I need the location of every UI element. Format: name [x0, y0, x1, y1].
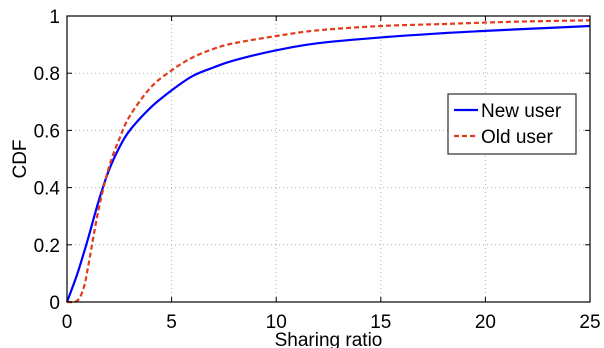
legend-label: New user	[481, 101, 562, 122]
x-tick-label: 5	[166, 312, 177, 333]
y-tick-label: 0.2	[34, 236, 60, 257]
x-tick-labels: 0 5 10 15 20 25	[62, 312, 601, 333]
legend-label: Old user	[481, 127, 553, 148]
x-tick-label: 20	[475, 312, 496, 333]
legend-box	[447, 93, 577, 155]
y-tick-label: 0.4	[34, 179, 61, 200]
x-axis-title: Sharing ratio	[275, 330, 383, 348]
x-tick-label: 15	[370, 312, 391, 333]
y-tick-label: 0.8	[34, 64, 60, 85]
y-tick-label: 0.6	[34, 121, 60, 142]
x-tick-label: 0	[62, 312, 73, 333]
x-tick-label: 10	[266, 312, 287, 333]
y-axis-title: CDF	[10, 139, 31, 178]
series-line-old-user	[66, 19, 591, 304]
y-tick-label: 1	[49, 7, 60, 28]
grid-lines	[67, 16, 590, 302]
x-tick-label: 25	[579, 312, 600, 333]
tick-marks	[66, 15, 591, 303]
legend: New user Old user	[447, 93, 577, 155]
y-tick-label: 0	[49, 293, 60, 314]
series-layer	[65, 19, 591, 304]
y-tick-labels: 0 0.2 0.4 0.6 0.8 1	[34, 7, 61, 314]
series-line-new-user	[65, 24, 591, 303]
plot-frame	[66, 15, 591, 303]
